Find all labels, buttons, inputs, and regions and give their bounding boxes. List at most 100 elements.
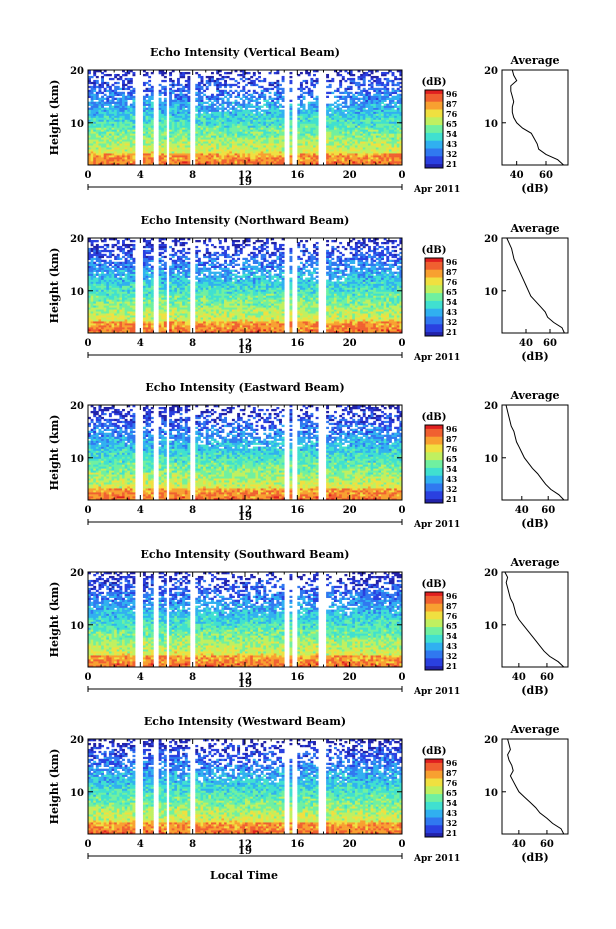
average-profile-line (511, 70, 564, 165)
average-x-tick-label: 40 (510, 170, 524, 181)
colorbar (425, 258, 443, 336)
colorbar-tick-label: 43 (446, 474, 458, 484)
panels-group: Echo Intensity (Vertical Beam)Height (km… (48, 46, 568, 864)
average-profile-line (508, 739, 564, 834)
panel-4: Echo Intensity (Westward Beam)Height (km… (48, 715, 568, 864)
average-y-tick-label: 20 (484, 234, 498, 245)
average-x-tick-label: 60 (541, 505, 555, 516)
average-y-tick-label: 10 (484, 287, 498, 298)
date-label: Apr 2011 (413, 687, 460, 697)
average-y-tick-label: 10 (484, 119, 498, 130)
x-tick-label: 0 (399, 338, 406, 349)
colorbar-tick-label: 87 (446, 434, 457, 444)
colorbar-tick-label: 32 (446, 317, 457, 327)
y-axis-label: Height (km) (48, 415, 61, 491)
average-x-label: (dB) (521, 350, 548, 363)
average-x-label: (dB) (521, 517, 548, 530)
average-profile-line (506, 405, 564, 500)
colorbar-tick-label: 65 (446, 287, 457, 297)
y-tick-label: 20 (70, 568, 84, 579)
average-x-tick-label: 60 (539, 170, 553, 181)
colorbar-tick-label: 54 (446, 464, 458, 474)
x-tick-label: 8 (189, 170, 196, 181)
colorbar-tick-label: 54 (446, 798, 458, 808)
average-frame (502, 238, 568, 333)
panel-title: Echo Intensity (Eastward Beam) (145, 381, 344, 394)
colorbar-tick-label: 76 (446, 109, 458, 119)
x-tick-label: 8 (189, 672, 196, 683)
average-title: Average (509, 723, 559, 736)
colorbar-tick-label: 43 (446, 139, 458, 149)
x-tick-label: 8 (189, 839, 196, 850)
average-profile-line (507, 238, 565, 333)
colorbar (425, 90, 443, 168)
y-axis-label: Height (km) (48, 80, 61, 156)
y-tick-label: 10 (70, 119, 84, 130)
day-marker-label: 19 (238, 345, 252, 356)
x-tick-label: 0 (399, 505, 406, 516)
average-y-tick-label: 20 (484, 735, 498, 746)
average-frame (502, 572, 568, 667)
date-label: Apr 2011 (413, 185, 460, 195)
x-tick-label: 0 (85, 170, 92, 181)
colorbar-tick-label: 65 (446, 454, 457, 464)
x-tick-label: 16 (290, 505, 304, 516)
panel-title: Echo Intensity (Westward Beam) (144, 715, 346, 728)
average-profile-line (505, 572, 564, 667)
average-x-label: (dB) (521, 851, 548, 864)
y-tick-label: 20 (70, 66, 84, 77)
panel-2: Echo Intensity (Eastward Beam) Height (km… (48, 381, 568, 530)
colorbar-tick-label: 43 (446, 307, 458, 317)
y-tick-label: 10 (70, 454, 84, 465)
colorbar-tick-label: 21 (446, 159, 457, 169)
day-marker-label: 19 (238, 512, 252, 523)
date-label: Apr 2011 (413, 353, 460, 363)
average-y-tick-label: 20 (484, 401, 498, 412)
colorbar (425, 592, 443, 670)
x-tick-label: 0 (85, 505, 92, 516)
x-tick-label: 20 (343, 839, 357, 850)
colorbar-tick-label: 76 (446, 778, 458, 788)
x-tick-label: 0 (85, 672, 92, 683)
colorbar-tick-label: 54 (446, 297, 458, 307)
x-tick-label: 4 (137, 839, 144, 850)
y-tick-label: 20 (70, 735, 84, 746)
x-tick-label: 16 (290, 170, 304, 181)
x-tick-label: 0 (399, 839, 406, 850)
y-axis-label: Height (km) (48, 582, 61, 658)
day-marker-label: 19 (238, 846, 252, 857)
x-tick-label: 8 (189, 338, 196, 349)
colorbar-tick-label: 54 (446, 129, 458, 139)
colorbar-tick-label: 96 (446, 758, 458, 768)
panel-title: Echo Intensity (Southward Beam) (141, 548, 350, 561)
y-tick-label: 20 (70, 401, 84, 412)
average-y-tick-label: 20 (484, 66, 498, 77)
panel-title: Echo Intensity (Northward Beam) (141, 214, 350, 227)
x-tick-label: 20 (343, 672, 357, 683)
average-frame (502, 739, 568, 834)
colorbar-tick-label: 21 (446, 828, 457, 838)
colorbar-unit-label: (dB) (422, 77, 447, 88)
colorbar-unit-label: (dB) (422, 746, 447, 757)
heatmap-cells (88, 405, 402, 500)
colorbar-tick-label: 32 (446, 149, 457, 159)
y-tick-label: 10 (70, 788, 84, 799)
y-axis-label: Height (km) (48, 248, 61, 324)
colorbar-tick-label: 43 (446, 808, 458, 818)
day-marker-label: 19 (238, 679, 252, 690)
average-y-tick-label: 10 (484, 454, 498, 465)
date-label: Apr 2011 (413, 854, 460, 864)
colorbar-tick-label: 96 (446, 591, 458, 601)
colorbar-tick-label: 43 (446, 641, 458, 651)
panel-1: Echo Intensity (Northward Beam) Height (k… (48, 214, 568, 363)
colorbar-tick-label: 65 (446, 788, 457, 798)
colorbar-tick-label: 87 (446, 267, 457, 277)
colorbar-tick-label: 96 (446, 424, 458, 434)
average-title: Average (509, 556, 559, 569)
average-x-tick-label: 40 (515, 505, 529, 516)
colorbar-tick-label: 21 (446, 661, 457, 671)
x-tick-label: 16 (290, 338, 304, 349)
x-tick-label: 20 (343, 338, 357, 349)
heatmap-cells (88, 238, 402, 333)
y-tick-label: 10 (70, 621, 84, 632)
